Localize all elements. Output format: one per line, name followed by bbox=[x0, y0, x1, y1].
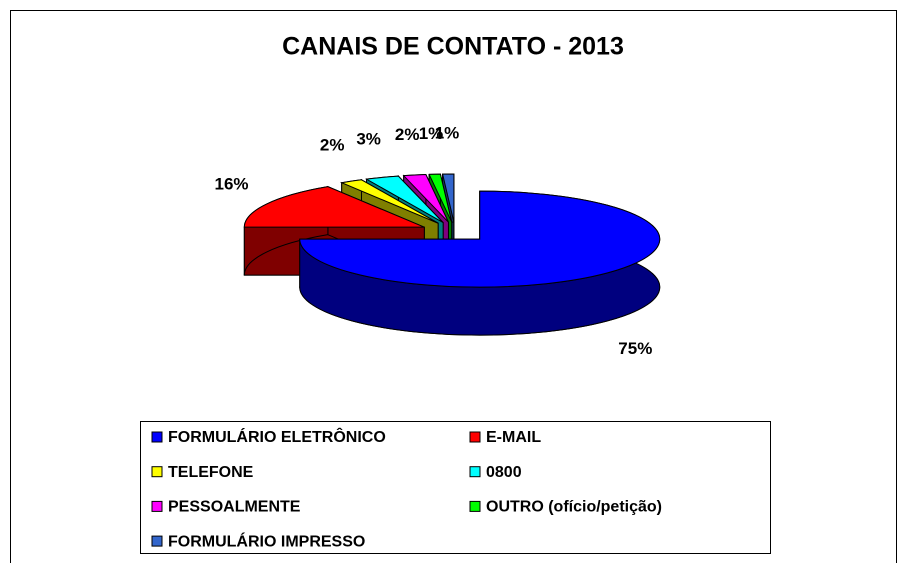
legend-label: PESSOALMENTE bbox=[168, 499, 301, 516]
legend-swatch bbox=[151, 500, 163, 512]
legend-label: TELEFONE bbox=[168, 464, 254, 481]
data-label: 16% bbox=[215, 174, 249, 193]
data-label: 3% bbox=[356, 129, 381, 148]
slice-top bbox=[428, 173, 453, 223]
legend-label: 0800 bbox=[486, 464, 522, 481]
legend-swatch bbox=[151, 535, 163, 547]
data-label: 1% bbox=[419, 124, 444, 143]
slice-top bbox=[339, 179, 439, 224]
data-label: 1% bbox=[435, 124, 460, 143]
legend-swatch bbox=[151, 431, 163, 443]
data-label: 2% bbox=[320, 136, 345, 155]
legend-items: FORMULÁRIO ELETRÔNICO E-MAIL TELEFONE 0800 P… bbox=[151, 427, 662, 550]
pie: 75%16%2% 3% 2% 1%1% bbox=[215, 124, 661, 358]
legend-label: FORMULÁRIO IMPRESSO bbox=[168, 531, 365, 550]
legend-label: OUTRO (ofício/petição) bbox=[486, 499, 662, 516]
legend-label: E-MAIL bbox=[486, 429, 541, 446]
data-label: 75% bbox=[618, 339, 652, 358]
slice-top bbox=[441, 173, 455, 223]
legend-swatch bbox=[151, 466, 163, 478]
slice-top bbox=[364, 175, 444, 224]
legend-swatch bbox=[469, 500, 481, 512]
legend bbox=[140, 421, 771, 554]
legend-label: FORMULÁRIO ELETRÔNICO bbox=[168, 427, 386, 446]
legend-swatch bbox=[469, 431, 481, 443]
slice-top bbox=[243, 186, 425, 228]
data-label: 2% bbox=[395, 125, 420, 144]
legend-swatch bbox=[469, 466, 481, 478]
slice-top bbox=[299, 190, 661, 288]
slice-top bbox=[402, 174, 449, 223]
pie-slice bbox=[299, 190, 661, 336]
chart-title: CANAIS DE CONTATO - 2013 bbox=[282, 33, 624, 61]
